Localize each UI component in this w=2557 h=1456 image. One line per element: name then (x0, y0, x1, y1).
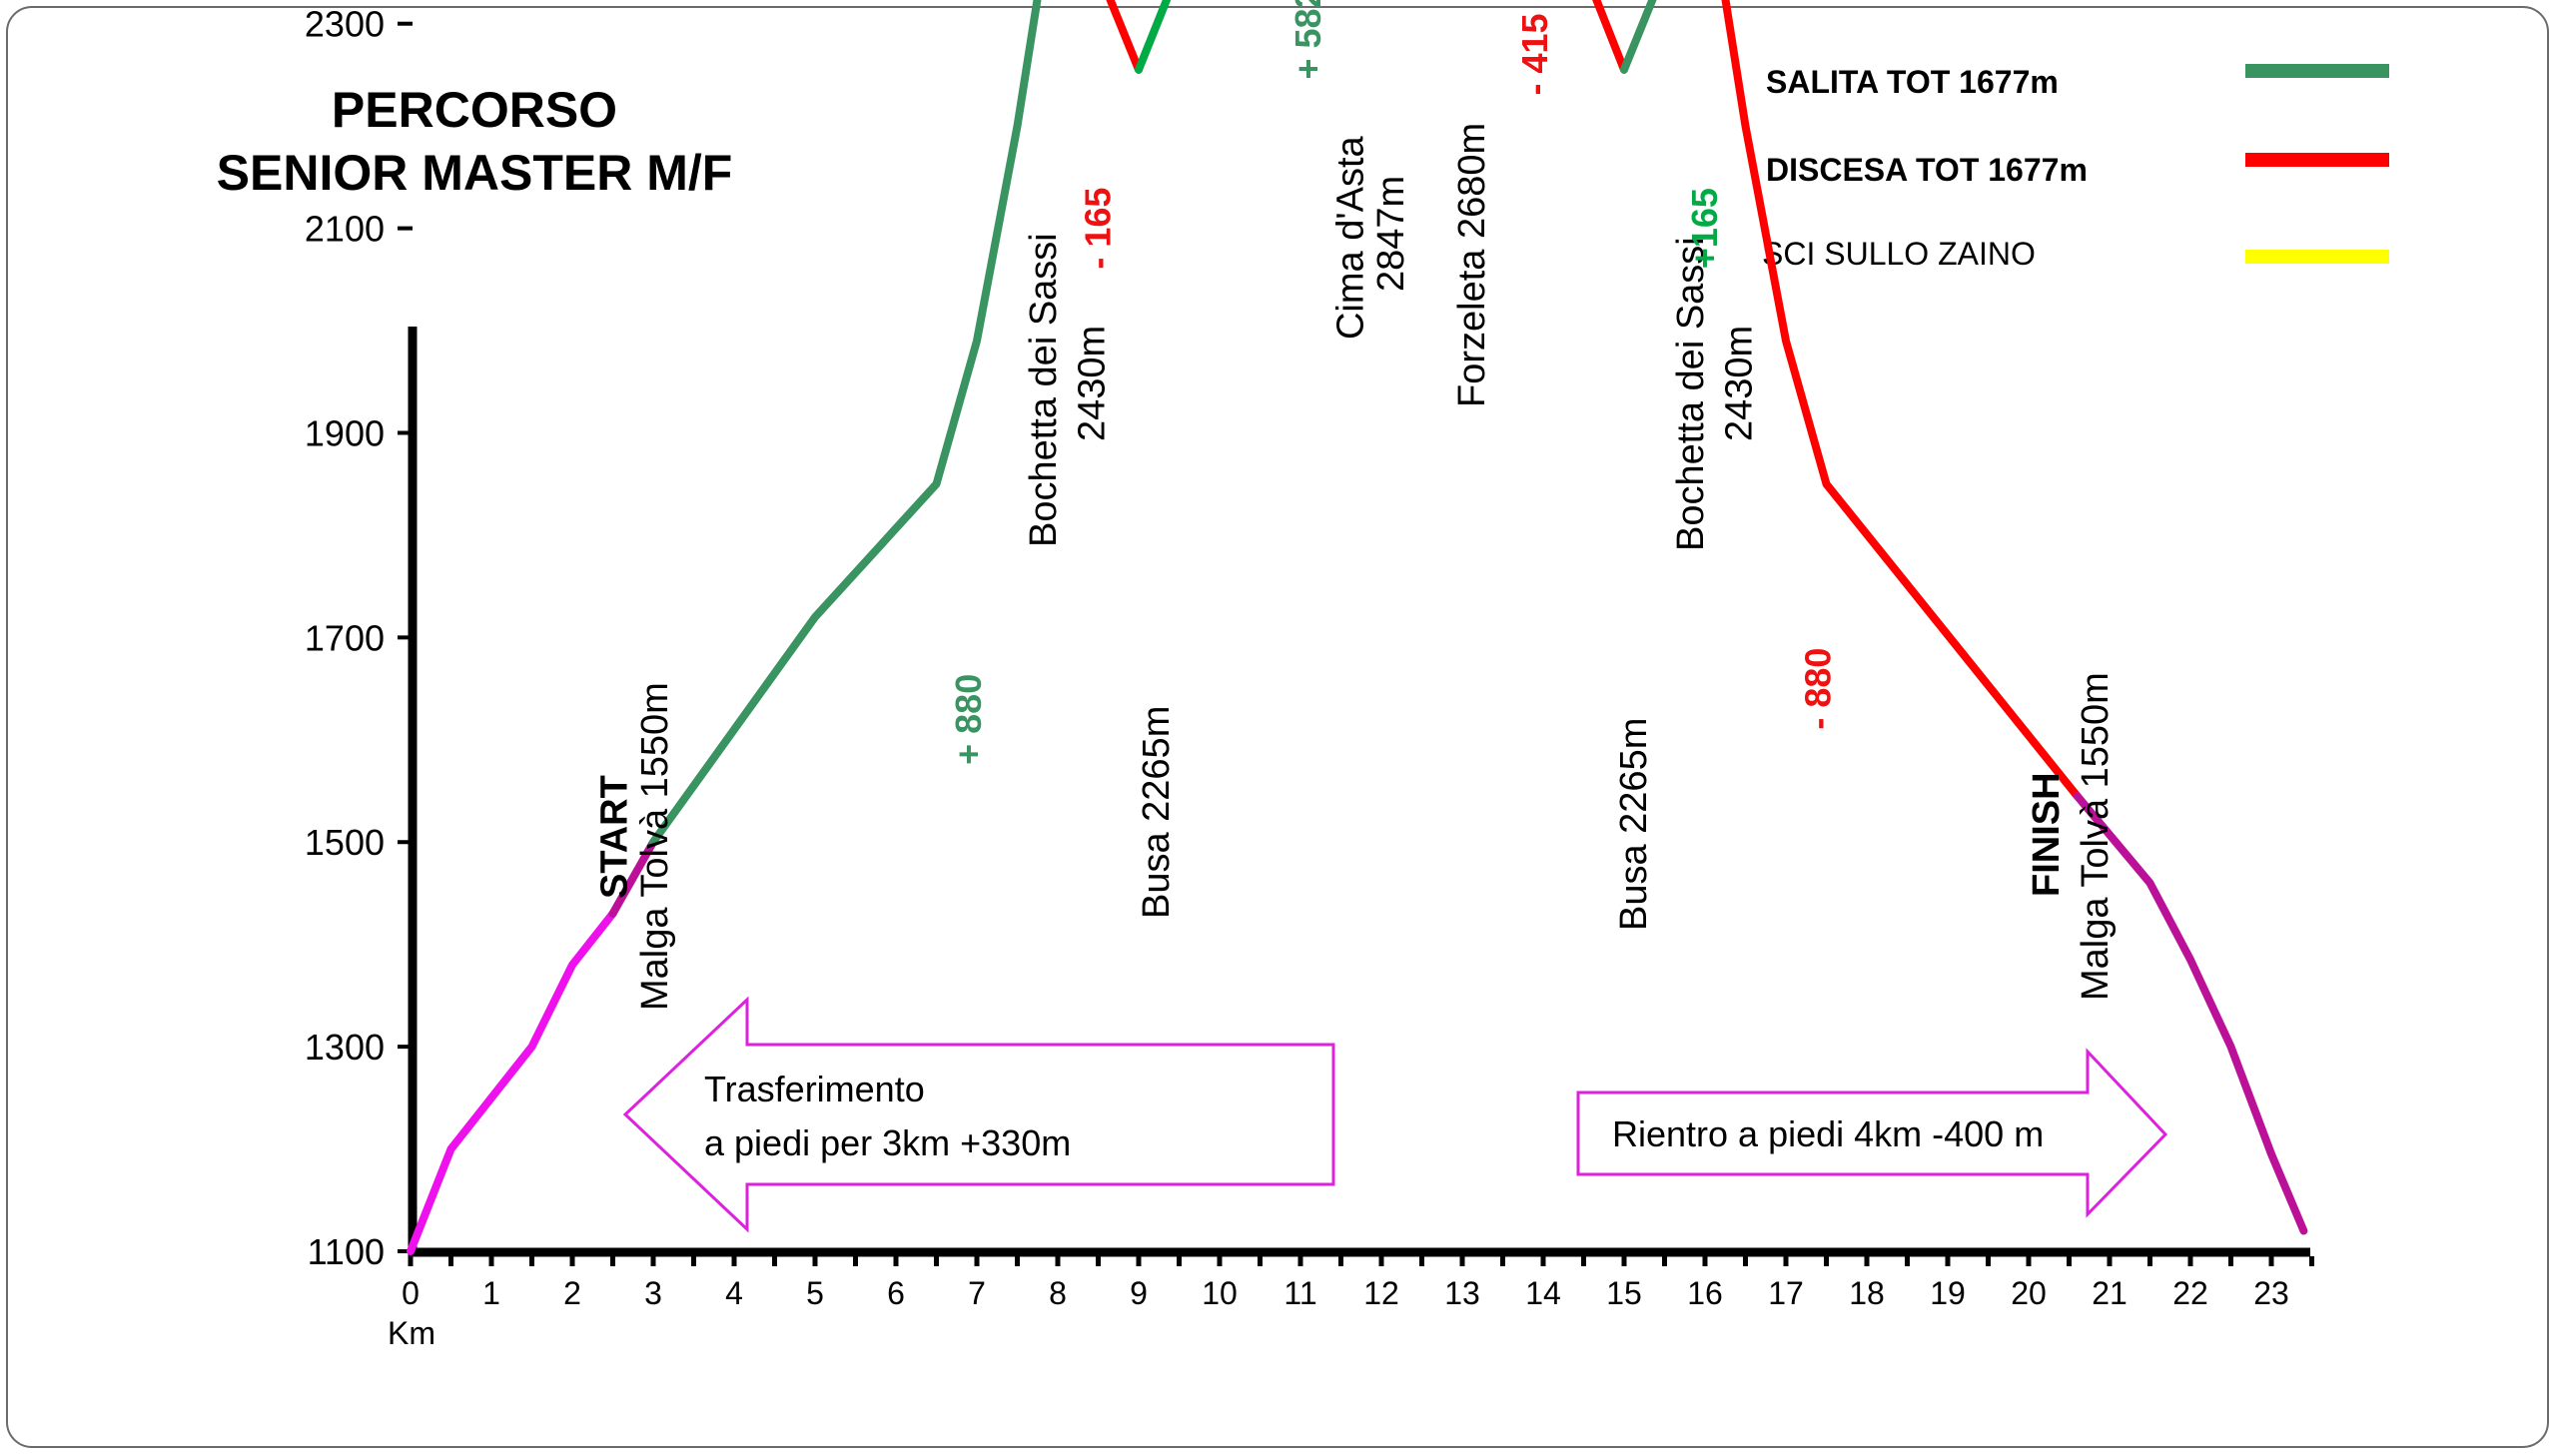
location-label: Forzeleta 2680m (1451, 123, 1493, 407)
x-tick-label: 8 (1049, 1275, 1067, 1311)
y-tick-label: 2300 (305, 4, 385, 45)
x-tick-label: 14 (1525, 1275, 1561, 1311)
x-tick-label: 18 (1849, 1275, 1885, 1311)
legend: SALITA TOT 1677m DISCESA TOT 1677m SCI S… (1762, 64, 2389, 272)
transfer-arrow-text-line-1: Trasferimento (704, 1069, 925, 1109)
x-axis-label: Km (388, 1315, 435, 1351)
profile-segment-walk-transition (608, 838, 657, 918)
y-tick-label: 1900 (305, 412, 385, 453)
x-tick-label: 0 (402, 1275, 420, 1311)
transfer-arrow-text-line-2: a piedi per 3km +330m (704, 1122, 1071, 1163)
x-tick-label: 4 (725, 1275, 743, 1311)
x-tick-group: 0 1 2 3 4 5 6 7 8 9 10 11 12 13 14 15 16 17 18 19 20 21 22 23 (402, 1256, 2314, 1311)
location-label: 2430m (1071, 326, 1113, 441)
profile-series-group (407, 0, 2308, 1255)
elevation-delta-label: - 415 (1514, 13, 1555, 95)
y-tick-group: 1100130015001700190021002300250027002900 (305, 4, 413, 1272)
x-tick-label: 22 (2172, 1275, 2208, 1311)
profile-segment-walk (407, 909, 617, 1255)
location-label: Malga Tolvà 1550m (2075, 672, 2117, 1001)
y-tick-label: 2100 (305, 209, 385, 250)
location-label: Malga Tolvà 1550m (634, 682, 676, 1011)
x-tick-label: 17 (1768, 1275, 1804, 1311)
x-tick-label: 16 (1687, 1275, 1723, 1311)
x-tick-label: 6 (887, 1275, 905, 1311)
x-tick-label: 1 (482, 1275, 500, 1311)
chart-title-line-1: PERCORSO (332, 82, 617, 138)
x-tick-label: 15 (1606, 1275, 1642, 1311)
transfer-arrow-annotation: Trasferimento a piedi per 3km +330m (622, 996, 1335, 1233)
x-tick-label: 19 (1930, 1275, 1966, 1311)
elevation-delta-label: + 582 (1287, 0, 1328, 80)
x-tick-label: 12 (1363, 1275, 1399, 1311)
delta-labels-group: + 880- 165+ 582-217+ 50- 415+165- 880 (948, 0, 1839, 765)
return-arrow-text: Rientro a piedi 4km -400 m (1612, 1113, 2044, 1154)
location-label: 2847m (1370, 176, 1412, 292)
legend-label-discesa: DISCESA TOT 1677m (1766, 152, 2088, 188)
x-tick-label: 10 (1202, 1275, 1238, 1311)
x-tick-label: 20 (2011, 1275, 2047, 1311)
elevation-delta-label: - 165 (1078, 188, 1119, 270)
x-tick-label: 5 (806, 1275, 824, 1311)
x-tick-label: 11 (1283, 1275, 1316, 1311)
profile-segment-descent (1721, 0, 2082, 801)
location-label: Busa 2265m (1613, 718, 1655, 931)
transfer-arrow-shape (622, 996, 1335, 1233)
location-label: Bochetta dei Sassi (1023, 233, 1065, 547)
x-tick-label: 9 (1130, 1275, 1148, 1311)
x-tick-label: 21 (2092, 1275, 2128, 1311)
profile-segment-walk-transition (2073, 792, 2308, 1235)
y-tick-label: 1500 (305, 822, 385, 863)
chart-title-line-2: SENIOR MASTER M/F (217, 145, 733, 201)
x-tick-label: 23 (2253, 1275, 2289, 1311)
y-tick-label: 1300 (305, 1027, 385, 1068)
x-tick-label: 2 (563, 1275, 581, 1311)
x-tick-label: 7 (968, 1275, 986, 1311)
x-tick-label: 13 (1444, 1275, 1480, 1311)
elevation-delta-label: +165 (1684, 188, 1725, 269)
location-label: Bochetta dei Sassi (1670, 237, 1712, 551)
location-label: 2430m (1718, 326, 1760, 441)
location-label: FINISH (2026, 772, 2068, 897)
legend-label-salita: SALITA TOT 1677m (1766, 64, 2059, 100)
return-arrow-shape (1576, 1048, 2168, 1218)
profile-segment-descent (1106, 0, 1143, 74)
location-label: Busa 2265m (1136, 706, 1178, 919)
x-tick-label: 3 (644, 1275, 662, 1311)
y-tick-label: 1700 (305, 617, 385, 658)
elevation-delta-label: + 880 (948, 674, 989, 765)
return-arrow-annotation: Rientro a piedi 4km -400 m (1576, 1048, 2168, 1218)
elevation-delta-label: - 880 (1797, 648, 1838, 730)
location-label: Cima d'Asta (1330, 135, 1372, 340)
location-label: START (594, 775, 636, 899)
profile-segment-ascent (1620, 0, 1657, 74)
profile-segment-ascent (649, 0, 1042, 847)
y-tick-label: 1100 (308, 1231, 385, 1272)
legend-label-sci: SCI SULLO ZAINO (1762, 236, 2036, 272)
profile-segment-ascent (1135, 0, 1172, 74)
